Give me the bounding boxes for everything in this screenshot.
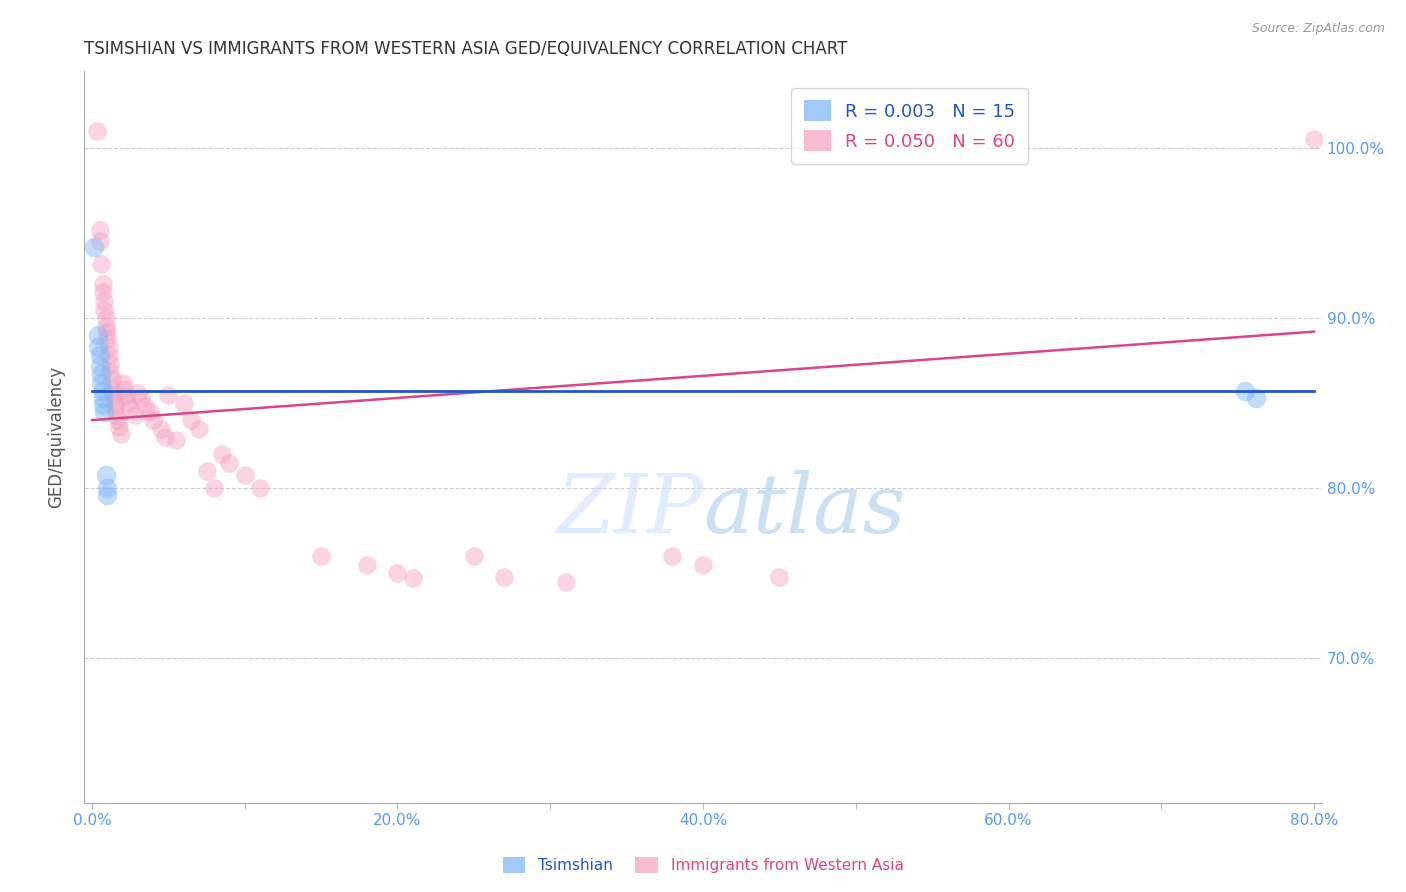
Point <box>101 372 124 386</box>
Point <box>93 293 115 308</box>
Point <box>249 481 271 495</box>
Point <box>211 447 233 461</box>
Point <box>173 396 195 410</box>
Point <box>89 348 111 362</box>
Point <box>387 566 409 581</box>
Point <box>180 413 202 427</box>
Point <box>202 481 225 495</box>
Point <box>101 383 124 397</box>
Point <box>96 325 118 339</box>
Point <box>114 389 136 403</box>
Point <box>494 569 516 583</box>
Point <box>661 549 683 563</box>
Point <box>83 239 105 253</box>
Point <box>554 574 576 589</box>
Point <box>89 359 111 373</box>
Point <box>233 467 256 482</box>
Point <box>90 376 112 390</box>
Point <box>195 464 218 478</box>
Point <box>89 222 111 236</box>
Point <box>91 398 114 412</box>
Point <box>129 391 152 405</box>
Point <box>94 467 117 482</box>
Point <box>112 383 135 397</box>
Point <box>115 396 138 410</box>
Point <box>87 340 110 354</box>
Point <box>91 285 114 300</box>
Point <box>89 235 111 249</box>
Text: TSIMSHIAN VS IMMIGRANTS FROM WESTERN ASIA GED/EQUIVALENCY CORRELATION CHART: TSIMSHIAN VS IMMIGRANTS FROM WESTERN ASI… <box>84 40 848 58</box>
Point <box>93 404 115 418</box>
Point <box>356 558 378 572</box>
Point <box>96 331 118 345</box>
Point <box>111 376 134 390</box>
Point <box>90 256 112 270</box>
Point <box>187 421 209 435</box>
Point <box>103 387 125 401</box>
Point <box>402 571 425 585</box>
Point <box>149 421 172 435</box>
Point <box>120 401 142 416</box>
Point <box>90 367 112 381</box>
Point <box>96 488 118 502</box>
Point <box>91 384 114 399</box>
Point <box>127 385 149 400</box>
Point <box>309 549 332 563</box>
Point <box>155 430 177 444</box>
Point <box>104 401 127 416</box>
Point <box>124 408 146 422</box>
Point <box>98 366 121 380</box>
Point <box>134 400 156 414</box>
Text: ZIP: ZIP <box>557 470 703 550</box>
Point <box>1303 132 1326 146</box>
Point <box>165 434 187 448</box>
Point <box>139 404 162 418</box>
Legend: Tsimshian, Immigrants from Western Asia: Tsimshian, Immigrants from Western Asia <box>496 851 910 880</box>
Text: Source: ZipAtlas.com: Source: ZipAtlas.com <box>1251 22 1385 36</box>
Point <box>768 569 790 583</box>
Point <box>97 348 120 362</box>
Point <box>94 311 117 326</box>
Point <box>86 124 108 138</box>
Text: atlas: atlas <box>703 470 905 550</box>
Point <box>1234 384 1257 399</box>
Point <box>110 426 132 441</box>
Y-axis label: GED/Equivalency: GED/Equivalency <box>48 366 66 508</box>
Point <box>98 357 121 371</box>
Point <box>107 413 129 427</box>
Point <box>692 558 714 572</box>
Point <box>93 302 115 317</box>
Point <box>463 549 485 563</box>
Point <box>218 456 240 470</box>
Point <box>1244 391 1267 405</box>
Point <box>142 413 165 427</box>
Point <box>108 420 131 434</box>
Point <box>91 391 114 405</box>
Point <box>87 328 110 343</box>
Point <box>91 277 114 291</box>
Point <box>157 387 180 401</box>
Point <box>96 481 118 495</box>
Point <box>105 408 128 422</box>
Point <box>104 396 127 410</box>
Point <box>94 319 117 334</box>
Point <box>97 340 120 354</box>
